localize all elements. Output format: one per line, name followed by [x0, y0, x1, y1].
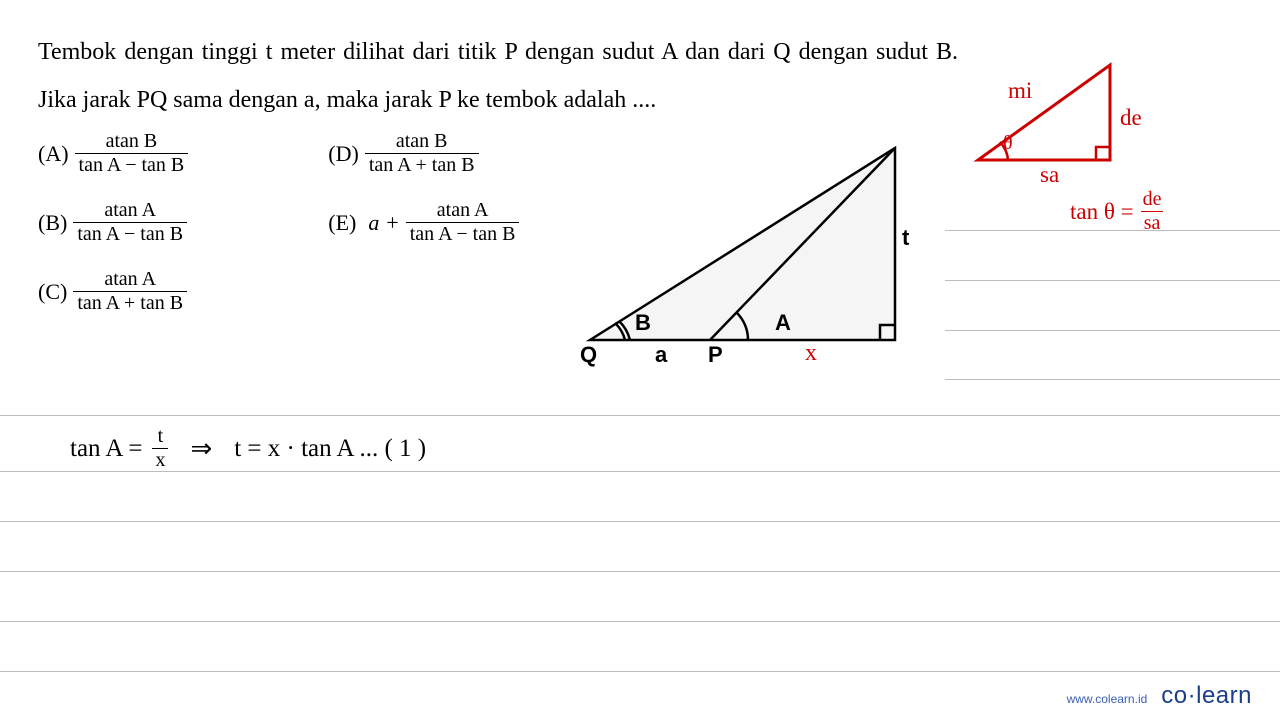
option-a-fraction: atan B tan A − tan B: [75, 130, 189, 177]
options-column-right: (D) atan B tan A + tan B (E) a + atan A …: [328, 130, 519, 315]
option-b: (B) atan A tan A − tan B: [38, 199, 188, 246]
option-e-den: tan A − tan B: [406, 222, 520, 246]
work-frac-num: t: [155, 425, 167, 448]
diagram-label-p: P: [708, 342, 723, 368]
option-b-fraction: atan A tan A − tan B: [73, 199, 187, 246]
work-arrow: ⇒: [190, 434, 212, 464]
option-d-fraction: atan B tan A + tan B: [365, 130, 479, 177]
ruled-line: [0, 521, 1280, 522]
right-label-sa: sa: [1040, 162, 1059, 188]
right-formula-frac: de sa: [1140, 188, 1165, 235]
options-column-left: (A) atan B tan A − tan B (B) atan A tan …: [38, 130, 188, 315]
main-diagram: B A Q a P x t: [580, 140, 910, 370]
option-a: (A) atan B tan A − tan B: [38, 130, 188, 177]
work-frac: t x: [152, 425, 168, 472]
option-b-label: (B): [38, 210, 67, 236]
option-d-num: atan B: [392, 130, 452, 153]
work-frac-den: x: [152, 448, 168, 472]
option-c-fraction: atan A tan A + tan B: [73, 268, 187, 315]
footer: www.colearn.id co·learn: [1067, 682, 1252, 710]
question-line-1: Tembok dengan tinggi t meter dilihat dar…: [38, 39, 791, 65]
work-part2: t = x · tan A ... ( 1 ): [234, 435, 426, 463]
ruled-line: [0, 621, 1280, 622]
option-c-den: tan A + tan B: [73, 291, 187, 315]
diagram-label-t: t: [902, 225, 909, 251]
question-line-3: adalah ....: [564, 87, 657, 113]
ruled-line: [945, 280, 1280, 281]
footer-url: www.colearn.id: [1067, 692, 1148, 706]
option-a-num: atan B: [102, 130, 162, 153]
option-d: (D) atan B tan A + tan B: [328, 130, 519, 177]
right-formula-den: sa: [1141, 211, 1164, 235]
ruled-line: [0, 415, 1280, 416]
right-label-de: de: [1120, 105, 1142, 131]
option-d-label: (D): [328, 141, 359, 167]
ruled-line: [945, 330, 1280, 331]
option-d-den: tan A + tan B: [365, 153, 479, 177]
right-diagram-svg: [970, 50, 1130, 180]
diagram-label-q: Q: [580, 342, 597, 368]
right-diagram: mi de sa θ tan θ = de sa: [970, 50, 1260, 250]
right-formula-lhs: tan θ =: [1070, 199, 1134, 225]
footer-brand: co·learn: [1161, 682, 1252, 710]
work-part1: tan A =: [70, 435, 142, 463]
option-a-label: (A): [38, 141, 69, 167]
option-c: (C) atan A tan A + tan B: [38, 268, 188, 315]
option-a-den: tan A − tan B: [75, 153, 189, 177]
option-c-label: (C): [38, 279, 67, 305]
ruled-line: [0, 571, 1280, 572]
option-e: (E) a + atan A tan A − tan B: [328, 199, 519, 246]
right-formula: tan θ = de sa: [1070, 188, 1164, 235]
option-c-num: atan A: [100, 268, 160, 291]
option-b-num: atan A: [100, 199, 160, 222]
ruled-line: [945, 379, 1280, 380]
question-text: Tembok dengan tinggi t meter dilihat dar…: [38, 28, 958, 124]
right-label-theta: θ: [1003, 132, 1013, 155]
diagram-label-a-dist: a: [655, 342, 667, 368]
option-e-prefix: a +: [368, 210, 399, 236]
diagram-label-b: B: [635, 310, 651, 335]
work-line: tan A = t x ⇒ t = x · tan A ... ( 1 ): [70, 425, 426, 472]
ruled-line: [0, 671, 1280, 672]
right-label-mi: mi: [1008, 78, 1032, 104]
option-e-fraction: atan A tan A − tan B: [406, 199, 520, 246]
diagram-label-x: x: [805, 340, 817, 367]
option-b-den: tan A − tan B: [73, 222, 187, 246]
diagram-label-a-angle: A: [775, 310, 791, 335]
main-diagram-svg: B A: [580, 140, 910, 370]
option-e-label: (E): [328, 210, 356, 236]
option-e-num: atan A: [433, 199, 493, 222]
right-formula-num: de: [1140, 188, 1165, 211]
